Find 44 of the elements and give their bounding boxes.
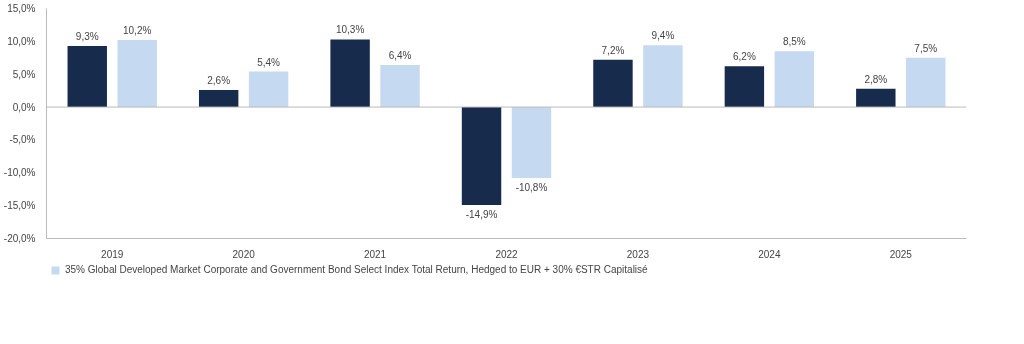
y-tick-label: 15,0% (7, 3, 36, 14)
bar (724, 66, 765, 108)
x-tick-label: 2019 (101, 248, 124, 260)
data-label: 2,6% (207, 74, 231, 86)
data-label: 5,4% (257, 56, 281, 68)
legend-label: 35% Global Developed Market Corporate and Government Bond Select Index Total Return, Hedged to EUR + 30% €STR Capitalisé (65, 264, 648, 275)
bar (380, 65, 420, 108)
x-tick-label: 2022 (495, 248, 519, 260)
bar (856, 88, 896, 108)
x-tick-label: 2024 (758, 248, 781, 260)
y-tick-label: -5,0% (9, 134, 36, 146)
bar (511, 107, 552, 179)
y-tick-label: -10,0% (3, 167, 36, 179)
y-tick-label: 0,0% (12, 101, 36, 113)
bar (461, 107, 502, 205)
data-label: 9,4% (651, 30, 675, 42)
data-label: 6,2% (732, 51, 756, 63)
data-label: 6,4% (388, 50, 412, 62)
data-label: 7,2% (601, 44, 625, 56)
x-tick-label: 2025 (889, 248, 913, 260)
bar (906, 57, 946, 108)
data-label: -10,8% (515, 182, 548, 194)
bar (643, 45, 683, 108)
data-label: 10,2% (123, 25, 152, 37)
data-label: 10,3% (335, 24, 365, 36)
x-tick-label: 2020 (232, 248, 256, 260)
bar (774, 51, 815, 108)
bar (248, 71, 289, 108)
data-label: -14,9% (465, 208, 498, 220)
data-label: 8,5% (782, 36, 806, 48)
y-tick-label: 10,0% (7, 35, 36, 47)
bar (67, 45, 107, 108)
bar (198, 89, 239, 108)
bar (117, 40, 157, 108)
x-tick-label: 2023 (626, 248, 650, 260)
y-tick-label: 5,0% (12, 68, 36, 80)
x-tick-label: 2021 (363, 248, 387, 260)
data-label: 2,8% (864, 73, 888, 85)
bar (330, 39, 370, 108)
y-tick-label: -20,0% (3, 233, 36, 244)
bar (593, 59, 633, 108)
data-label: 7,5% (914, 42, 938, 54)
y-tick-label: -15,0% (3, 200, 36, 212)
data-label: 9,3% (75, 30, 99, 42)
